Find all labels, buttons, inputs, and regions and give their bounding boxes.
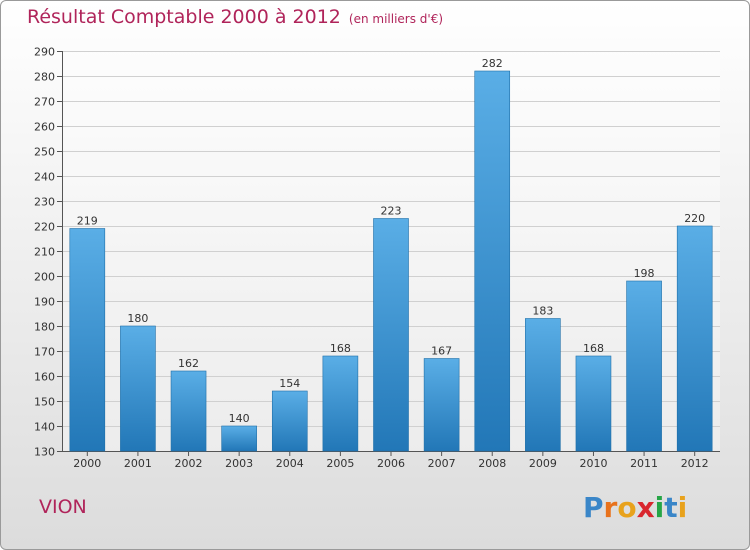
y-tick-label: 210 — [34, 246, 55, 259]
x-tick-label: 2009 — [529, 457, 557, 470]
bar-2010 — [575, 355, 612, 452]
y-tick-label: 270 — [34, 96, 55, 109]
x-tick-label: 2004 — [276, 457, 304, 470]
x-tick-label: 2003 — [225, 457, 253, 470]
x-tick-label: 2011 — [630, 457, 658, 470]
data-label: 168 — [583, 342, 604, 355]
data-label: 223 — [381, 205, 402, 218]
title-text: Résultat Comptable 2000 à 2012 — [27, 6, 341, 28]
data-label: 140 — [229, 412, 250, 425]
data-label: 282 — [482, 57, 503, 70]
bars — [69, 70, 713, 452]
data-label: 167 — [431, 345, 452, 358]
data-label: 220 — [684, 212, 705, 225]
bar-2009 — [525, 318, 561, 452]
y-tick-label: 250 — [34, 146, 55, 159]
y-tick-label: 170 — [34, 346, 55, 359]
bar-2005 — [322, 355, 359, 452]
bar-2002 — [170, 370, 207, 452]
data-labels: 219 180 162 140 154 168 223 167 282 183 168 198 220 — [77, 57, 705, 425]
data-label: 154 — [279, 377, 300, 390]
x-tick-label: 2002 — [175, 457, 203, 470]
commune-name: VION — [39, 496, 87, 518]
data-label: 168 — [330, 342, 351, 355]
chart-title: Résultat Comptable 2000 à 2012 (en millie… — [27, 6, 443, 28]
bar-2011 — [626, 280, 662, 452]
y-tick-label: 290 — [34, 46, 55, 59]
bar-2012 — [676, 225, 713, 452]
data-label: 198 — [634, 267, 655, 280]
y-tick-label: 160 — [34, 371, 55, 384]
logo-letter: r — [603, 491, 618, 524]
bar-2000 — [69, 228, 106, 452]
bar-2006 — [373, 218, 409, 452]
y-tick-label: 200 — [34, 271, 55, 284]
y-tick-label: 190 — [34, 296, 55, 309]
data-label: 162 — [178, 357, 199, 370]
y-tick-label: 260 — [34, 121, 55, 134]
x-tick-label: 2006 — [377, 457, 405, 470]
x-tick-label: 2008 — [478, 457, 506, 470]
logo-letter: i — [677, 491, 688, 524]
x-tick-label: 2007 — [428, 457, 456, 470]
logo-letter: i — [654, 491, 665, 524]
y-tick-label: 180 — [34, 321, 55, 334]
x-tick-label: 2005 — [326, 457, 354, 470]
logo-letter: P — [583, 491, 604, 524]
y-tick-label: 240 — [34, 171, 55, 184]
x-tick-label: 2000 — [73, 457, 101, 470]
y-tick-label: 220 — [34, 221, 55, 234]
bar-2008 — [474, 70, 511, 452]
logo-letter: t — [664, 491, 678, 524]
x-tick-label: 2001 — [124, 457, 152, 470]
proxiti-logo: Proxiti — [583, 491, 687, 524]
bar-2007 — [423, 358, 460, 452]
unit-label: (en milliers d'€) — [348, 12, 444, 26]
data-label: 183 — [532, 305, 553, 318]
x-tick-label: 2010 — [579, 457, 607, 470]
y-tick-label: 280 — [34, 71, 55, 84]
y-tick-label: 230 — [34, 196, 55, 209]
data-label: 219 — [77, 215, 98, 228]
logo-letter: o — [617, 491, 637, 524]
y-tick-label: 140 — [34, 421, 55, 434]
y-tick-label: 150 — [34, 396, 55, 409]
x-tick-label: 2012 — [681, 457, 709, 470]
axes: 130 140 150 160 170 180 190 200 210 220 230 240 250 2… — [34, 46, 720, 470]
logo-letter: x — [636, 491, 655, 524]
bar-2004 — [271, 390, 308, 452]
data-label: 180 — [127, 312, 148, 325]
bar-2001 — [120, 325, 156, 452]
y-tick-label: 130 — [34, 446, 55, 459]
bar-2003 — [221, 425, 257, 452]
